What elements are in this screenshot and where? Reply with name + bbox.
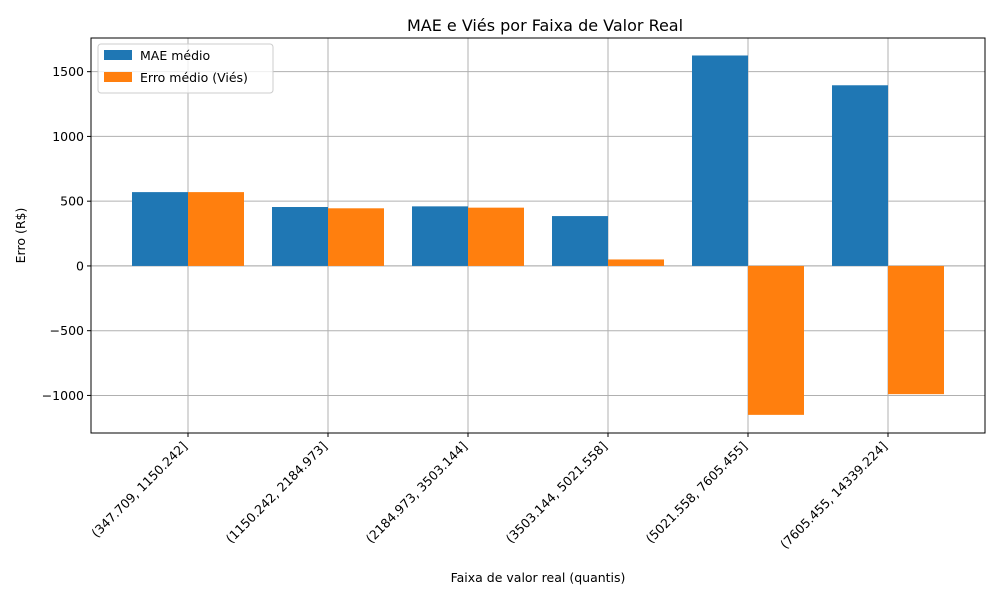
legend-swatch [104,50,132,60]
bar-bias [188,192,244,266]
x-axis: (347.709, 1150.242] (1150.242, 2184.973] (… [88,433,890,552]
bar-mae [552,216,608,266]
bar-mae [692,55,748,266]
y-axis-label: Erro (R$) [13,208,28,264]
y-tick-label: 1500 [52,64,84,79]
plot-frame [90,37,986,434]
x-tick-label: (2184.973, 3503.144] [363,439,470,546]
bar-mae [832,85,888,266]
bar-mae [272,207,328,266]
x-tick-label: (1150.242, 2184.973] [223,439,330,546]
chart-title: MAE e Viés por Faixa de Valor Real [407,16,683,35]
bar-bias [468,207,524,266]
bar-bias [748,265,804,415]
bars [132,55,944,415]
legend-label: Erro médio (Viés) [140,70,248,85]
bar-mae [132,192,188,266]
y-tick-label: −500 [50,323,84,338]
bar-mae [412,206,468,266]
y-tick-label: 0 [76,258,84,273]
x-tick-label: (7605.455, 14339.224] [777,439,890,552]
bar-bias [888,265,944,395]
legend-label: MAE médio [140,48,210,63]
y-tick-label: −1000 [42,388,84,403]
y-tick-label: 1000 [52,129,84,144]
legend-swatch [104,72,132,82]
legend-box [97,43,274,94]
bar-bias [608,259,664,266]
x-tick-label: (3503.144, 5021.558] [503,439,610,546]
x-axis-label: Faixa de valor real (quantis) [451,570,626,585]
bar-bias [328,208,384,266]
y-axis: −1000 −500 0 500 1000 1500 [42,64,91,403]
x-tick-label: (5021.558, 7605.455] [643,439,750,546]
legend: MAE médio Erro médio (Viés) [97,43,274,94]
x-tick-label: (347.709, 1150.242] [88,439,190,541]
y-tick-label: 500 [60,194,84,209]
